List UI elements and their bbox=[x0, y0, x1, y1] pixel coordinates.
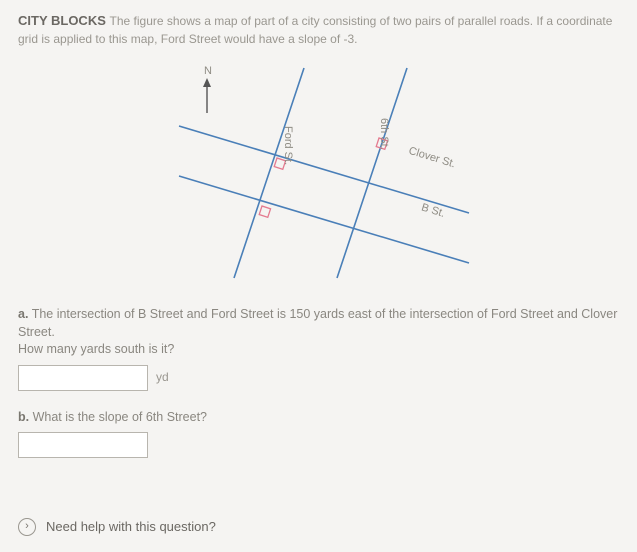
sixth-st-label: 6th St. bbox=[378, 118, 390, 150]
question-b-input-row bbox=[18, 432, 619, 458]
header-description: The figure shows a map of part of a city… bbox=[18, 14, 612, 46]
question-b: b. What is the slope of 6th Street? bbox=[18, 409, 619, 427]
ford-st-label: Ford St. bbox=[282, 126, 294, 165]
question-b-text: What is the slope of 6th Street? bbox=[33, 410, 207, 424]
question-a-text-1: The intersection of B Street and Ford St… bbox=[18, 307, 617, 339]
need-help-text: Need help with this question? bbox=[46, 518, 216, 536]
question-a-unit: yd bbox=[156, 369, 169, 386]
question-b-label: b. bbox=[18, 410, 29, 424]
street-diagram: N Ford St. 6th St. Clover St. B St. bbox=[149, 58, 489, 288]
north-label: N bbox=[204, 65, 212, 77]
need-help-link[interactable]: › Need help with this question? bbox=[18, 518, 216, 536]
question-a: a. The intersection of B Street and Ford… bbox=[18, 306, 619, 359]
question-a-input[interactable] bbox=[18, 365, 148, 391]
question-a-input-row: yd bbox=[18, 365, 619, 391]
clover-st-label: Clover St. bbox=[407, 145, 457, 171]
question-a-label: a. bbox=[18, 307, 28, 321]
header-title: CITY BLOCKS bbox=[18, 13, 106, 28]
header: CITY BLOCKS The figure shows a map of pa… bbox=[18, 12, 619, 48]
chevron-right-icon: › bbox=[18, 518, 36, 536]
question-b-input[interactable] bbox=[18, 432, 148, 458]
question-a-text-2: How many yards south is it? bbox=[18, 342, 174, 356]
